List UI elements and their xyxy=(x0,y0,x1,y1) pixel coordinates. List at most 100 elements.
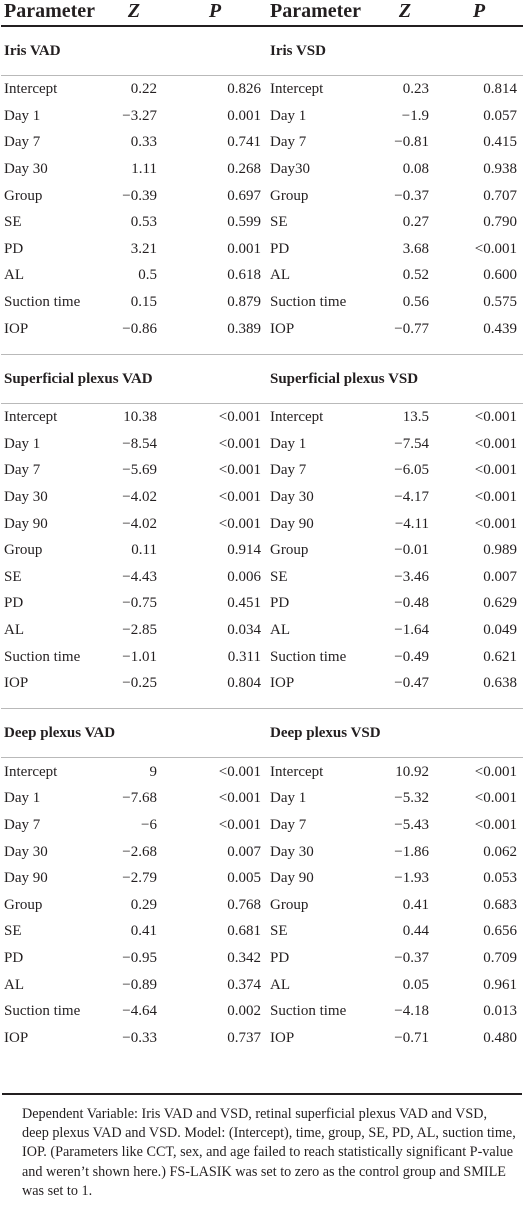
parameter-right: Group xyxy=(270,896,309,913)
parameter-left: Group xyxy=(4,542,43,559)
p-value-left: 0.002 xyxy=(227,1003,261,1020)
p-value-right: 0.062 xyxy=(483,843,517,860)
parameter-right: IOP xyxy=(270,675,295,692)
z-value-right: −6.05 xyxy=(394,462,429,479)
z-value-left: 0.41 xyxy=(130,923,157,940)
section-title-row: Deep plexus VAD Deep plexus VSD xyxy=(1,708,523,758)
parameter-right: Suction time xyxy=(270,648,347,665)
parameter-left: AL xyxy=(4,976,24,993)
z-value-left: −4.02 xyxy=(122,489,157,506)
parameter-left: Group xyxy=(4,896,43,913)
p-value-left: <0.001 xyxy=(218,462,261,479)
z-value-left: 0.22 xyxy=(105,74,163,103)
parameter-left: Day 30 xyxy=(4,843,48,860)
z-value-right: −0.47 xyxy=(394,675,429,692)
parameter-left: Day 1 xyxy=(4,435,41,452)
z-value-left: −4.43 xyxy=(122,568,157,585)
z-value-left: −1.01 xyxy=(122,648,157,665)
table-row: Suction time −1.01 0.311 Suction time −0.49 0… xyxy=(1,643,523,670)
p-value-left: 0.618 xyxy=(227,267,261,284)
parameter-right: Day 90 xyxy=(270,515,314,532)
parameter-right: Day 7 xyxy=(270,462,307,479)
z-value-left: 0.53 xyxy=(130,214,157,231)
section-title-right: Deep plexus VSD xyxy=(267,708,523,758)
z-value-left: −3.27 xyxy=(122,107,157,124)
parameter-right: AL xyxy=(270,976,290,993)
table-row: Suction time −4.64 0.002 Suction time −4.18 0… xyxy=(1,998,523,1025)
z-value-right: 0.23 xyxy=(375,74,435,103)
z-value-left: −8.54 xyxy=(122,435,157,452)
p-value-left: 0.006 xyxy=(227,568,261,585)
table-row: IOP −0.33 0.737 IOP −0.71 0.480 xyxy=(1,1024,523,1051)
z-value-left: −4.02 xyxy=(122,515,157,532)
z-value-right: −0.37 xyxy=(394,949,429,966)
p-value-left: 0.007 xyxy=(227,843,261,860)
p-value-right: 0.938 xyxy=(483,161,517,178)
p-value-right: <0.001 xyxy=(474,240,517,257)
parameter-right: AL xyxy=(270,621,290,638)
z-value-left: −0.86 xyxy=(122,320,157,337)
p-value-right: <0.001 xyxy=(474,790,517,807)
table-row: Intercept 9 <0.001 Intercept 10.92 <0.001 xyxy=(1,757,523,786)
table-row: Day 90 −2.79 0.005 Day 90 −1.93 0.053 xyxy=(1,865,523,892)
z-value-right: 0.08 xyxy=(402,161,429,178)
table-row: AL 0.5 0.618 AL 0.52 0.600 xyxy=(1,262,523,289)
z-value-left: −0.75 xyxy=(122,595,157,612)
parameter-right: Day 1 xyxy=(270,435,307,452)
table-row: SE 0.41 0.681 SE 0.44 0.656 xyxy=(1,918,523,945)
header-parameter-right: Parameter xyxy=(270,0,362,22)
table-row: Day 90 −4.02 <0.001 Day 90 −4.11 <0.001 xyxy=(1,510,523,537)
parameter-left: Day 90 xyxy=(4,870,48,887)
table-header: Parameter Z P Parameter Z P xyxy=(1,0,523,26)
parameter-left: Day 7 xyxy=(4,462,41,479)
table-row: Day 30 1.11 0.268 Day30 0.08 0.938 xyxy=(1,156,523,183)
z-value-left: 9 xyxy=(105,757,163,786)
parameter-left: PD xyxy=(4,949,24,966)
z-value-left: 10.38 xyxy=(105,402,163,431)
p-value-right: <0.001 xyxy=(474,816,517,833)
p-value-right: 0.600 xyxy=(483,267,517,284)
parameter-right: Suction time xyxy=(270,294,347,311)
p-value-right: 0.575 xyxy=(483,294,517,311)
z-value-right: −0.71 xyxy=(394,1029,429,1046)
p-value-left: 0.737 xyxy=(227,1029,261,1046)
z-value-right: −5.43 xyxy=(394,816,429,833)
table-row: AL −0.89 0.374 AL 0.05 0.961 xyxy=(1,971,523,998)
z-value-left: −2.85 xyxy=(122,621,157,638)
parameter-left: Day 30 xyxy=(4,489,48,506)
parameter-right: Day30 xyxy=(270,161,310,178)
p-value-left: <0.001 xyxy=(218,816,261,833)
table-row: Day 30 −2.68 0.007 Day 30 −1.86 0.062 xyxy=(1,838,523,865)
z-value-right: −1.93 xyxy=(394,870,429,887)
parameter-left: Day 7 xyxy=(4,134,41,151)
z-value-left: −6 xyxy=(141,816,157,833)
z-value-right: 0.52 xyxy=(402,267,429,284)
z-value-right: −3.46 xyxy=(394,568,429,585)
p-value-right: 0.683 xyxy=(483,896,517,913)
p-value-left: <0.001 xyxy=(163,757,267,786)
p-value-right: 0.057 xyxy=(483,107,517,124)
gap-cell xyxy=(1,342,523,355)
parameter-right: Day 30 xyxy=(270,489,314,506)
table-row: Day 30 −4.02 <0.001 Day 30 −4.17 <0.001 xyxy=(1,484,523,511)
z-value-right: 0.27 xyxy=(402,214,429,231)
parameter-left: Intercept xyxy=(1,757,105,786)
p-value-right: 0.049 xyxy=(483,621,517,638)
table-row: Day 7 −6 <0.001 Day 7 −5.43 <0.001 xyxy=(1,812,523,839)
parameter-right: PD xyxy=(270,240,290,257)
z-value-right: −7.54 xyxy=(394,435,429,452)
gap-cell xyxy=(1,1051,523,1063)
parameter-left: IOP xyxy=(4,320,29,337)
parameter-right: Suction time xyxy=(270,1003,347,1020)
z-value-left: 0.5 xyxy=(138,267,157,284)
parameter-right: Day 90 xyxy=(270,870,314,887)
table-row: IOP −0.86 0.389 IOP −0.77 0.439 xyxy=(1,315,523,342)
z-value-right: −1.64 xyxy=(394,621,429,638)
z-value-right: 0.05 xyxy=(402,976,429,993)
z-value-right: −0.77 xyxy=(394,320,429,337)
section-gap xyxy=(1,342,523,355)
z-value-right: 13.5 xyxy=(375,402,435,431)
p-value-left: 0.311 xyxy=(227,648,261,665)
parameter-left: Suction time xyxy=(4,1003,81,1020)
parameter-right: IOP xyxy=(270,1029,295,1046)
